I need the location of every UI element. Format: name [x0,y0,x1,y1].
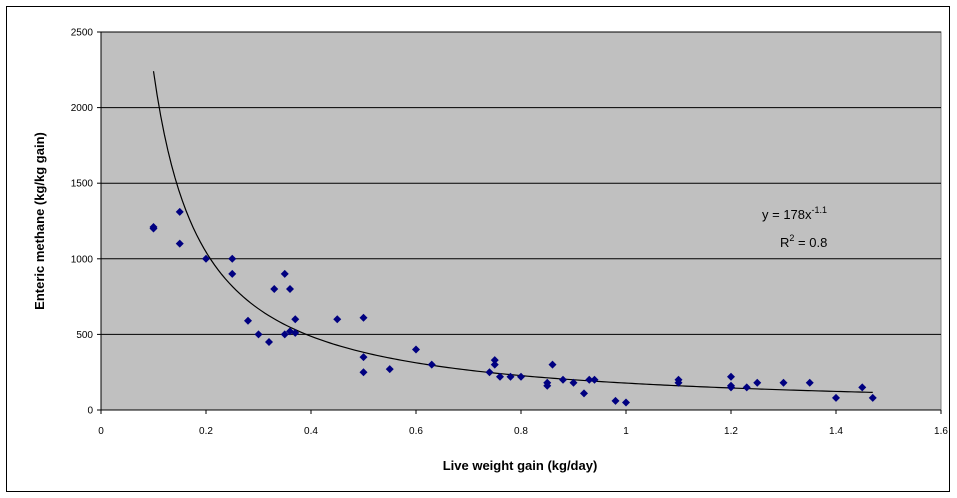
data-point [727,383,735,392]
data-point [868,393,877,402]
data-point [359,368,368,377]
data-point [412,345,420,354]
data-point [569,378,578,387]
trendline-equation: y = 178x-1.1 [762,205,827,222]
data-point [228,269,237,278]
trendline-equation-exponent: -1.1 [812,205,828,215]
data-point [490,360,499,369]
data-point [805,378,814,387]
data-point [291,315,300,324]
data-point [254,330,263,339]
data-point [742,383,751,392]
data-point [832,393,840,402]
y-tick-label: 1000 [71,254,94,265]
data-point [622,398,630,407]
data-point [517,372,525,381]
data-point [202,254,210,263]
data-point [506,372,515,381]
data-point [580,389,588,398]
x-axis-title: Live weight gain (kg/day) [443,458,598,473]
x-tick-label: 1.2 [724,426,738,437]
data-point [611,396,620,405]
x-tick-label: 0.6 [409,426,423,437]
x-tick-label: 1 [623,426,629,437]
data-point [228,254,237,263]
data-point [590,375,599,384]
y-tick-label: 2000 [71,103,94,114]
r-squared-prefix: R [780,235,789,250]
data-point [244,316,252,325]
data-point [496,372,504,381]
data-points [149,207,877,407]
data-point [585,375,594,384]
y-tick-label: 1500 [71,179,94,190]
y-tick-label: 2500 [71,28,94,39]
data-point [359,313,368,322]
data-point [291,328,300,337]
data-point [280,269,289,278]
data-point [270,285,279,294]
y-axis-tick-labels: 0 500 1000 1500 2000 2500 [71,28,94,417]
data-point [674,378,683,387]
data-point [149,224,158,233]
y-tick-label: 500 [76,330,93,341]
data-point [548,360,557,369]
data-point [175,207,184,216]
data-point [753,378,762,387]
data-point [727,372,735,381]
x-tick-label: 1.6 [934,426,948,437]
x-tick-label: 0.4 [304,426,318,437]
data-point [858,383,867,392]
x-tick-label: 0.8 [514,426,528,437]
data-point [543,381,552,390]
data-point [333,315,342,324]
data-point [359,353,368,362]
y-tick-label: 0 [87,406,93,417]
data-point [265,337,273,346]
x-tick-label: 1.4 [829,426,843,437]
r-squared-superscript: 2 [789,233,794,243]
data-point [559,375,567,384]
data-point [485,368,494,377]
axes [97,31,942,414]
data-point [280,330,289,339]
x-tick-label: 0.2 [199,426,213,437]
data-point [427,360,436,369]
trendline [152,71,873,393]
x-axis-tick-labels: 0 0.2 0.4 0.6 0.8 1 1.2 1.4 1.6 [98,426,948,437]
gridlines [101,31,941,335]
r-squared-value: = 0.8 [794,235,827,250]
data-point [490,356,499,365]
plot-area [100,31,942,411]
trendline-equation-base: y = 178x [762,207,812,222]
data-point [286,285,294,294]
data-point [385,365,394,374]
data-point [175,239,184,248]
x-tick-label: 0 [98,426,104,437]
y-axis-title: Enteric methane (kg/kg gain) [32,132,47,310]
data-point [779,378,788,387]
trendline-r-squared: R2 = 0.8 [780,233,827,250]
